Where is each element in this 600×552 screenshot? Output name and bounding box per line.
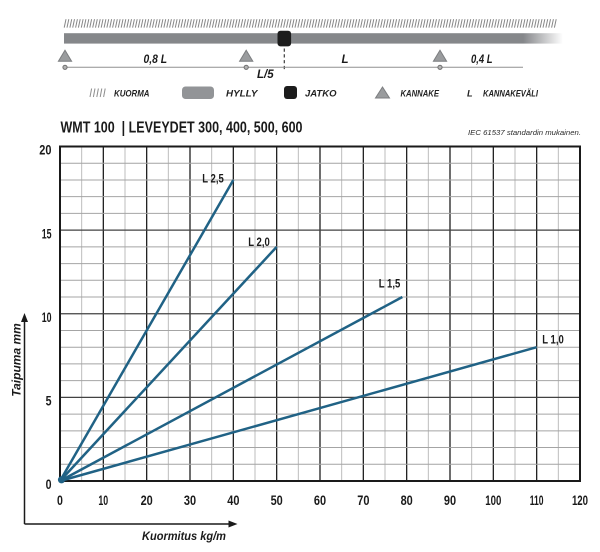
svg-text:L 1,5: L 1,5 <box>379 278 401 290</box>
svg-text:5: 5 <box>46 393 52 409</box>
svg-text:JATKO: JATKO <box>305 88 337 98</box>
svg-text:0: 0 <box>57 492 63 508</box>
svg-text:110: 110 <box>530 492 544 508</box>
svg-text:L 1,0: L 1,0 <box>542 334 564 346</box>
svg-text:15: 15 <box>42 225 52 241</box>
svg-text:90: 90 <box>444 492 456 508</box>
svg-text:10: 10 <box>42 309 52 325</box>
svg-text:Kuormitus kg/m: Kuormitus kg/m <box>142 529 226 543</box>
svg-text:60: 60 <box>314 492 326 508</box>
svg-text:20: 20 <box>141 492 153 508</box>
svg-text:50: 50 <box>271 492 283 508</box>
svg-text:0,8 L: 0,8 L <box>144 54 168 66</box>
svg-text:100: 100 <box>485 492 501 508</box>
svg-text:WMT 100 | LEVEYDET 300, 400,: WMT 100 | LEVEYDET 300, 400, 500, 600 <box>61 120 303 137</box>
svg-text:HYLLY: HYLLY <box>226 88 258 98</box>
svg-text:70: 70 <box>357 492 369 508</box>
svg-text:L 2,5: L 2,5 <box>202 174 224 186</box>
svg-text:IEC 61537 standardin mukainen.: IEC 61537 standardin mukainen. <box>468 128 581 137</box>
svg-text:80: 80 <box>401 492 413 508</box>
svg-text:L 2,0: L 2,0 <box>248 237 270 249</box>
svg-text:L/5: L/5 <box>257 69 274 81</box>
svg-text:KANNAKEVÄLI: KANNAKEVÄLI <box>483 88 538 98</box>
svg-text:30: 30 <box>184 492 196 508</box>
svg-text:KUORMA: KUORMA <box>114 88 150 98</box>
svg-text:40: 40 <box>227 492 239 508</box>
svg-text:KANNAKE: KANNAKE <box>401 88 440 98</box>
svg-text:120: 120 <box>572 492 588 508</box>
svg-text:0,4 L: 0,4 L <box>471 54 493 66</box>
svg-text:L: L <box>341 54 348 66</box>
svg-text:Taipuma mm: Taipuma mm <box>10 323 24 397</box>
svg-text:L: L <box>467 88 473 98</box>
svg-text:0: 0 <box>46 476 52 492</box>
svg-text:20: 20 <box>39 142 51 158</box>
svg-text:10: 10 <box>98 492 108 508</box>
